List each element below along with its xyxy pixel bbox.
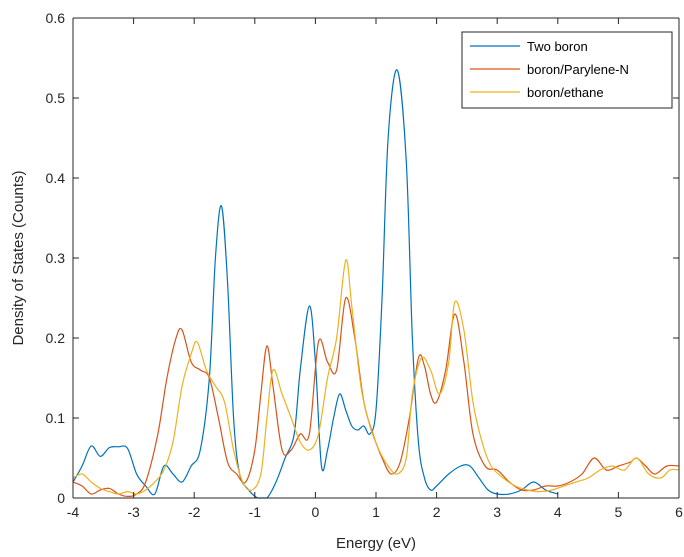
x-tick-label: 6 [675, 504, 683, 520]
x-tick-label: 2 [433, 504, 441, 520]
y-tick-label: 0.4 [46, 170, 66, 186]
x-tick-label: -4 [67, 504, 80, 520]
legend-label-1: Two boron [527, 39, 588, 54]
legend: Two boron boron/Parylene-N boron/ethane [461, 31, 673, 109]
tick-layer: -4 -3 -2 -1 0 1 2 3 4 5 6 0 0.1 0.2 0.3 0.4 0.5 0.6 [46, 10, 684, 520]
x-tick-label: -3 [127, 504, 140, 520]
y-tick-label: 0.3 [46, 250, 66, 266]
x-tick-label: 5 [615, 504, 623, 520]
series-layer [72, 69, 680, 499]
y-tick-label: 0.6 [46, 10, 66, 26]
y-tick-label: 0.5 [46, 90, 66, 106]
x-axis-label: Energy (eV) [336, 535, 416, 552]
series-line-3 [72, 259, 680, 495]
y-tick-label: 0 [57, 490, 65, 506]
x-tick-label: 3 [493, 504, 501, 520]
x-tick-label: -1 [249, 504, 262, 520]
legend-box [461, 31, 673, 109]
legend-label-2: boron/Parylene-N [527, 62, 629, 77]
x-tick-label: -2 [188, 504, 201, 520]
x-tick-label: 0 [312, 504, 320, 520]
y-tick-label: 0.2 [46, 330, 66, 346]
x-tick-label: 4 [554, 504, 562, 520]
series-line-1 [72, 69, 558, 499]
y-axis-label: Density of States (Counts) [10, 170, 27, 345]
x-tick-label: 1 [372, 504, 380, 520]
legend-label-3: boron/ethane [527, 85, 604, 100]
y-tick-label: 0.1 [46, 410, 66, 426]
